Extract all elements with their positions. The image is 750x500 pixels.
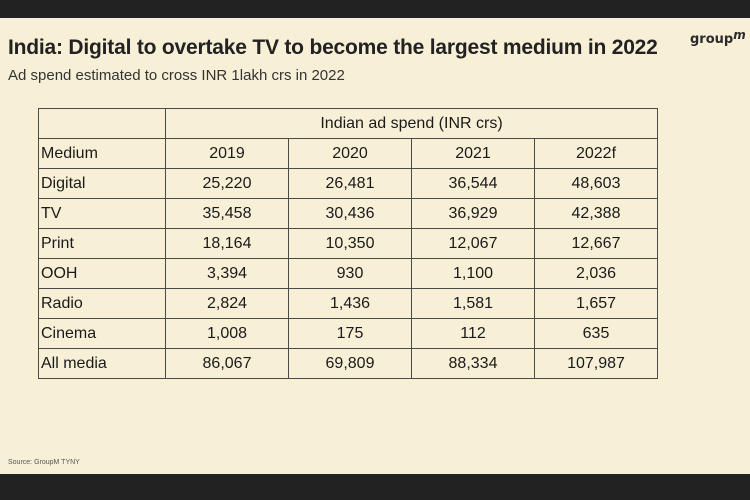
top-frame-bar <box>0 0 750 18</box>
table-cell: 10,350 <box>288 228 412 259</box>
row-label: Print <box>38 228 166 259</box>
source-note: Source: GroupM TYNY <box>8 459 80 466</box>
row-label: Radio <box>38 288 166 319</box>
column-header-medium: Medium <box>38 138 166 169</box>
table-row: All media 86,067 69,809 88,334 107,987 <box>38 348 658 379</box>
table-cell: 930 <box>288 258 412 289</box>
row-label: TV <box>38 198 166 229</box>
table-cell: 1,100 <box>411 258 535 289</box>
ad-spend-table: Indian ad spend (INR crs) Medium 2019 20… <box>38 108 658 379</box>
logo-superscript: m <box>733 28 746 42</box>
slide: India: Digital to overtake TV to become … <box>0 18 750 474</box>
table-cell: 1,436 <box>288 288 412 319</box>
table-row: Digital 25,220 26,481 36,544 48,603 <box>38 168 658 199</box>
table-cell: 12,067 <box>411 228 535 259</box>
table-cell: 3,394 <box>165 258 289 289</box>
table-cell: 107,987 <box>534 348 658 379</box>
logo-text: group <box>690 32 734 47</box>
table-cell: 69,809 <box>288 348 412 379</box>
groupm-logo: groupm <box>690 28 746 47</box>
row-label: Digital <box>38 168 166 199</box>
table-cell: 88,334 <box>411 348 535 379</box>
table-cell: 112 <box>411 318 535 349</box>
slide-subtitle: Ad spend estimated to cross INR 1lakh cr… <box>8 67 345 84</box>
column-header-2020: 2020 <box>288 138 412 169</box>
table-cell: 36,544 <box>411 168 535 199</box>
table-cell: 42,388 <box>534 198 658 229</box>
table-cell: 30,436 <box>288 198 412 229</box>
table-cell: 1,657 <box>534 288 658 319</box>
table-row: TV 35,458 30,436 36,929 42,388 <box>38 198 658 229</box>
table-cell: 25,220 <box>165 168 289 199</box>
bottom-frame-bar <box>0 474 750 500</box>
table-cell: 36,929 <box>411 198 535 229</box>
table-cell: 635 <box>534 318 658 349</box>
column-header-2019: 2019 <box>165 138 289 169</box>
table-cell: 26,481 <box>288 168 412 199</box>
column-header-2022f: 2022f <box>534 138 658 169</box>
table-cell: 12,667 <box>534 228 658 259</box>
table-cell: 86,067 <box>165 348 289 379</box>
slide-title: India: Digital to overtake TV to become … <box>8 36 658 59</box>
table-cell: 2,036 <box>534 258 658 289</box>
table-cell: 48,603 <box>534 168 658 199</box>
table-cell: 2,824 <box>165 288 289 319</box>
table-cell: 1,008 <box>165 318 289 349</box>
table-cell: 18,164 <box>165 228 289 259</box>
table-group-header-row: Indian ad spend (INR crs) <box>38 108 658 139</box>
table-row: Print 18,164 10,350 12,067 12,667 <box>38 228 658 259</box>
table-cell: 1,581 <box>411 288 535 319</box>
table-row: Cinema 1,008 175 112 635 <box>38 318 658 349</box>
table-row: Radio 2,824 1,436 1,581 1,657 <box>38 288 658 319</box>
table-group-header: Indian ad spend (INR crs) <box>165 108 658 139</box>
table-cell: 175 <box>288 318 412 349</box>
row-label: OOH <box>38 258 166 289</box>
table-corner-cell <box>38 108 166 139</box>
column-header-2021: 2021 <box>411 138 535 169</box>
table-header-row: Medium 2019 2020 2021 2022f <box>38 138 658 169</box>
row-label: Cinema <box>38 318 166 349</box>
table-cell: 35,458 <box>165 198 289 229</box>
row-label: All media <box>38 348 166 379</box>
table-row: OOH 3,394 930 1,100 2,036 <box>38 258 658 289</box>
